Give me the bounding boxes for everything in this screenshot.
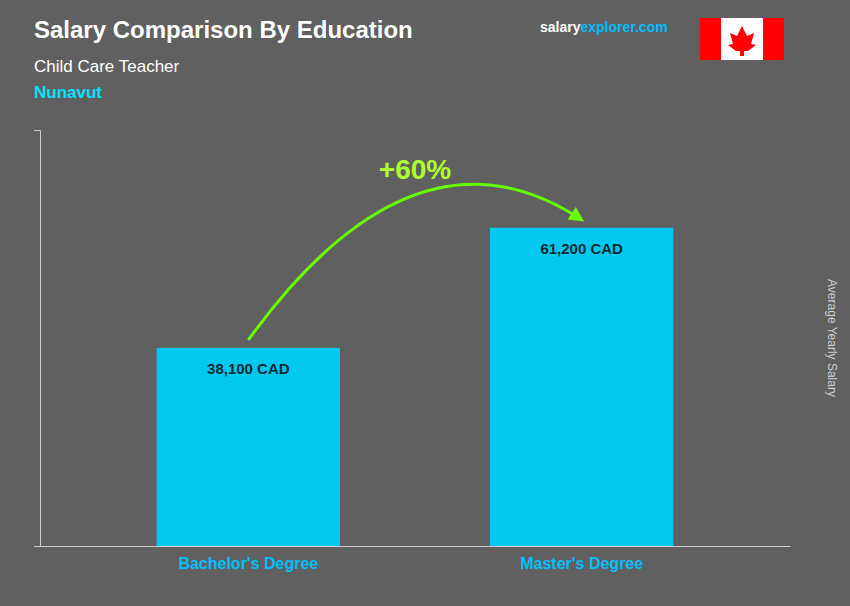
flag-stripe <box>763 18 784 60</box>
plot: Bachelor's Degree Master's Degree 38,100 C… <box>34 131 791 573</box>
pct-change: +60% <box>379 154 451 185</box>
bar <box>157 348 340 546</box>
y-axis-title: Average Yearly Salary <box>825 279 839 397</box>
title: Salary Comparison By Education <box>34 16 413 43</box>
flag-leaf <box>728 26 756 56</box>
change-arrow <box>248 184 581 340</box>
data-label: 38,100 CAD <box>207 360 290 377</box>
data-label: 61,200 CAD <box>540 240 623 257</box>
flag <box>700 18 784 60</box>
x-axis-line <box>41 546 791 547</box>
website-part: salary <box>540 19 581 35</box>
x-axis: Bachelor's Degree Master's Degree <box>41 546 791 572</box>
data-labels: 38,100 CAD 61,200 CAD <box>207 240 623 377</box>
bar <box>490 228 673 546</box>
chart: Salary Comparison By Education Child Care… <box>0 0 850 606</box>
y-axis-line <box>34 131 41 547</box>
subtitle: Child Care Teacher <box>34 57 180 76</box>
annotation: +60% <box>248 154 581 340</box>
flag-stripe <box>700 18 721 60</box>
flag-field <box>700 18 784 60</box>
marks <box>157 228 674 546</box>
x-tick-label: Bachelor's Degree <box>178 555 318 572</box>
background <box>0 0 850 606</box>
website-part: explorer.com <box>580 19 667 35</box>
x-tick: Bachelor's Degree <box>178 546 318 572</box>
x-tick-label: Master's Degree <box>520 555 643 572</box>
y-axis <box>34 131 41 547</box>
x-tick: Master's Degree <box>520 546 643 572</box>
website: salaryexplorer.com <box>540 19 668 35</box>
location: Nunavut <box>34 83 102 102</box>
